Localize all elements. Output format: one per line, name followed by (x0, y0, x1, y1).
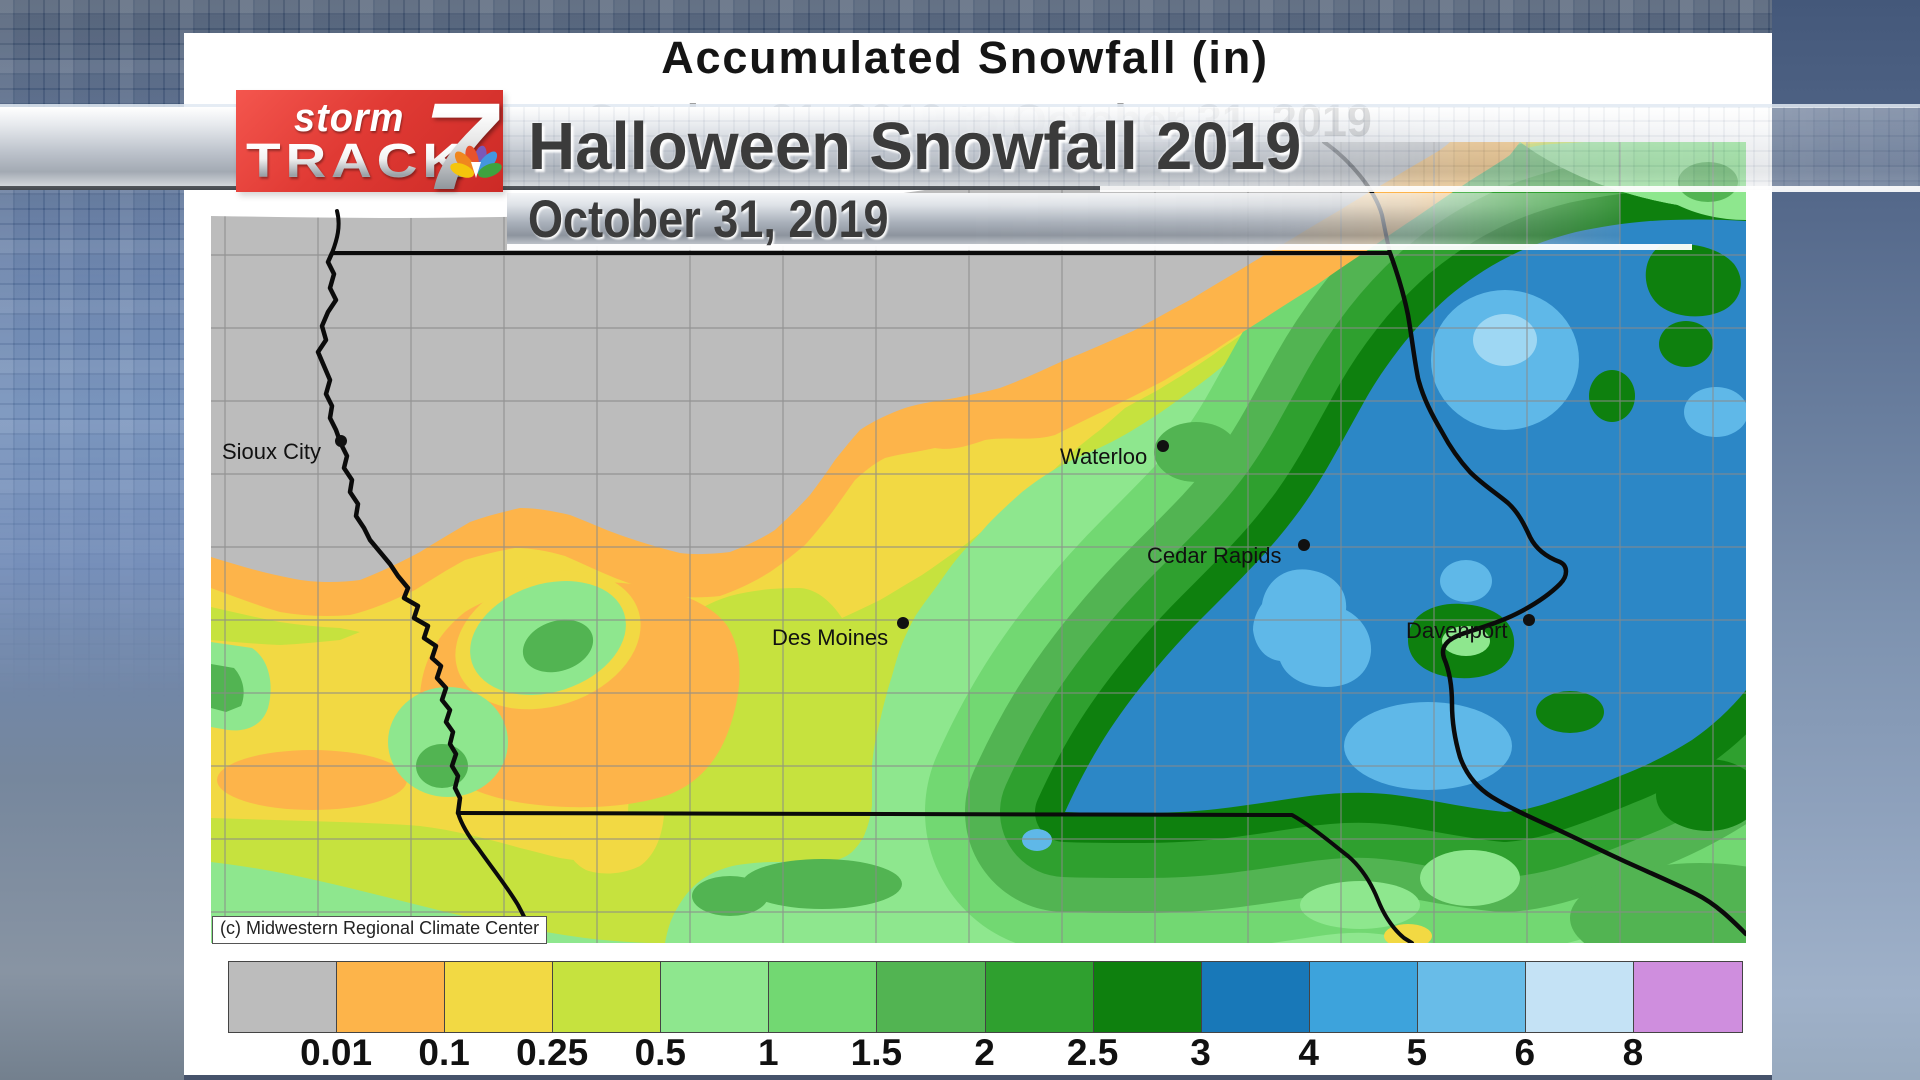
svg-text:Des Moines: Des Moines (772, 625, 888, 650)
svg-text:Waterloo: Waterloo (1060, 444, 1147, 469)
svg-text:Davenport: Davenport (1406, 618, 1508, 643)
svg-text:Sioux City: Sioux City (222, 439, 321, 464)
svg-text:Cedar Rapids: Cedar Rapids (1147, 543, 1282, 568)
